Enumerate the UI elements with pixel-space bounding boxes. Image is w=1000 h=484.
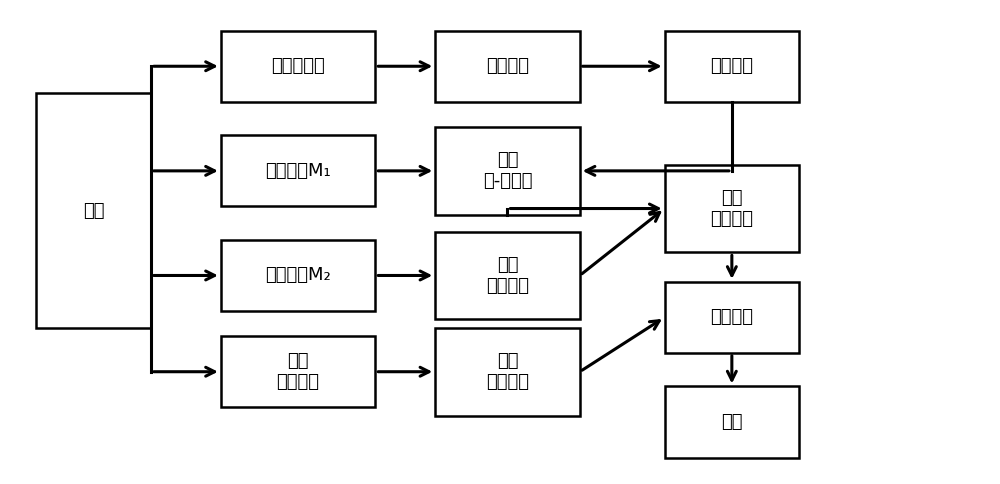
- Text: 高压电源: 高压电源: [486, 277, 529, 295]
- Text: 电路: 电路: [721, 189, 743, 207]
- FancyBboxPatch shape: [665, 282, 799, 353]
- FancyBboxPatch shape: [665, 165, 799, 253]
- Text: 隔离变压器: 隔离变压器: [271, 57, 325, 75]
- Text: 负载: 负载: [721, 413, 743, 431]
- FancyBboxPatch shape: [221, 336, 375, 408]
- Text: 控制模块: 控制模块: [710, 57, 753, 75]
- FancyBboxPatch shape: [665, 386, 799, 457]
- Text: 整流模块: 整流模块: [486, 57, 529, 75]
- FancyBboxPatch shape: [221, 30, 375, 102]
- FancyBboxPatch shape: [435, 127, 580, 215]
- Text: 切换电路: 切换电路: [710, 308, 753, 326]
- FancyBboxPatch shape: [221, 240, 375, 311]
- Text: 脉冲发生: 脉冲发生: [710, 210, 753, 228]
- Text: 光-电转化: 光-电转化: [483, 172, 532, 190]
- Text: 模块: 模块: [497, 352, 518, 370]
- FancyBboxPatch shape: [665, 30, 799, 102]
- Text: 信号发生: 信号发生: [277, 373, 320, 391]
- FancyBboxPatch shape: [36, 93, 151, 328]
- Text: 电路: 电路: [497, 151, 518, 169]
- Text: 模块: 模块: [497, 256, 518, 274]
- Text: 模块: 模块: [287, 352, 309, 370]
- FancyBboxPatch shape: [435, 30, 580, 102]
- FancyBboxPatch shape: [221, 136, 375, 207]
- Text: 开关电源M₂: 开关电源M₂: [265, 267, 331, 285]
- Text: 开关电源M₁: 开关电源M₁: [265, 162, 331, 180]
- Text: 功率运放: 功率运放: [486, 373, 529, 391]
- FancyBboxPatch shape: [435, 328, 580, 416]
- Text: 市电: 市电: [83, 202, 104, 220]
- FancyBboxPatch shape: [435, 231, 580, 319]
